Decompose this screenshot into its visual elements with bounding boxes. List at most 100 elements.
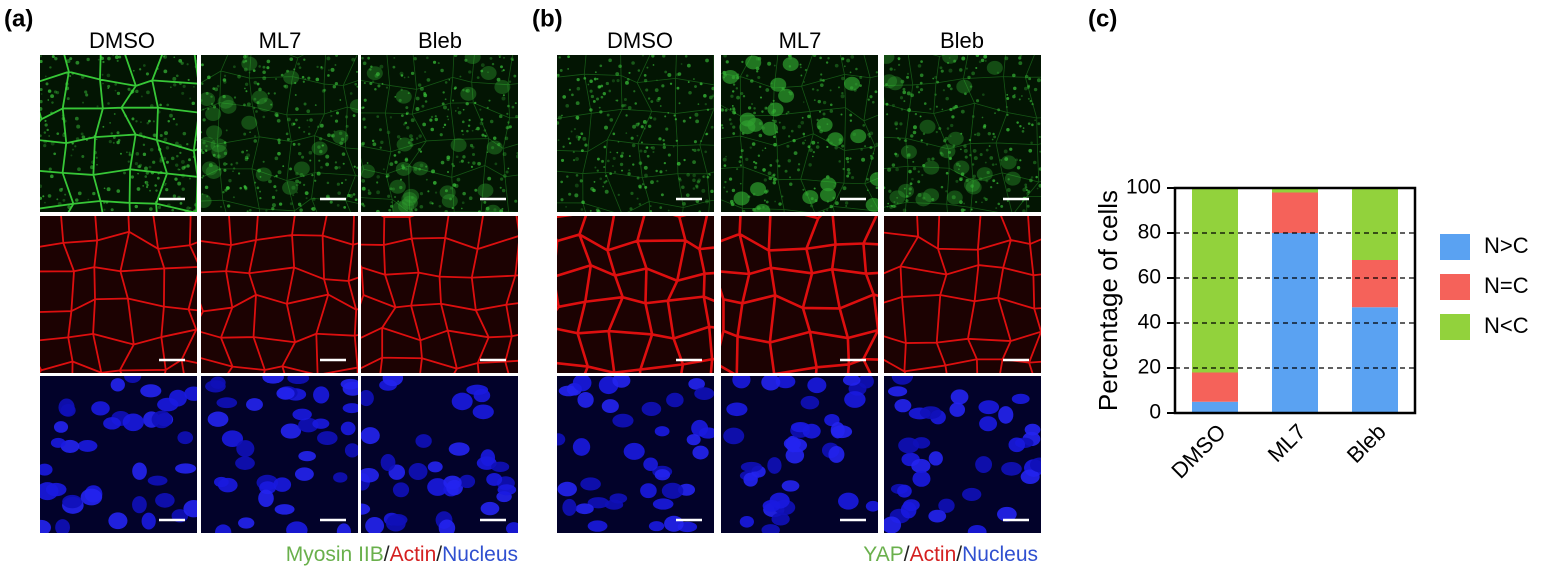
- nuclear-signal: [770, 77, 787, 92]
- nuclear-signal: [767, 102, 784, 117]
- speckle: [581, 200, 585, 205]
- speckle: [885, 83, 888, 86]
- speckle: [558, 115, 562, 120]
- speckle: [788, 55, 791, 57]
- speckle: [277, 141, 281, 145]
- speckle: [110, 132, 113, 135]
- nuclear-signal: [947, 131, 964, 146]
- speckle: [491, 146, 495, 150]
- nucleus: [831, 425, 853, 439]
- speckle: [407, 141, 411, 145]
- speckle: [339, 141, 344, 146]
- nuclear-signal: [293, 161, 310, 176]
- speckle: [763, 199, 766, 202]
- nucleus: [336, 523, 351, 533]
- nucleus: [286, 521, 308, 533]
- speckle: [628, 71, 631, 74]
- speckle: [710, 189, 714, 194]
- speckle: [157, 205, 162, 209]
- speckle: [40, 59, 43, 64]
- speckle: [95, 138, 98, 141]
- speckle: [985, 179, 989, 183]
- speckle: [361, 186, 366, 191]
- speckle: [731, 105, 734, 107]
- speckle: [424, 70, 427, 74]
- speckle: [773, 119, 777, 124]
- speckle: [306, 109, 311, 114]
- speckle: [461, 129, 464, 133]
- nucleus: [132, 496, 147, 514]
- speckle: [489, 119, 494, 124]
- speckle: [908, 192, 912, 195]
- speckle: [875, 186, 878, 190]
- speckle: [728, 177, 733, 181]
- speckle: [838, 160, 841, 163]
- speckle: [728, 118, 732, 121]
- speckle: [149, 189, 151, 192]
- speckle: [366, 162, 369, 164]
- nuclear-signal: [965, 180, 982, 195]
- speckle: [995, 163, 998, 166]
- nucleus: [1008, 437, 1026, 453]
- speckle: [1038, 135, 1041, 139]
- speckle: [446, 155, 451, 160]
- speckle: [462, 191, 466, 196]
- nucleus: [654, 469, 671, 481]
- micrograph: [40, 55, 197, 212]
- speckle: [321, 144, 324, 147]
- speckle: [939, 151, 943, 155]
- speckle: [915, 85, 919, 89]
- speckle: [212, 87, 216, 90]
- speckle: [419, 204, 424, 209]
- micrograph: [721, 55, 878, 212]
- speckle: [638, 202, 642, 206]
- speckle: [43, 131, 47, 134]
- speckle: [460, 159, 464, 163]
- speckle: [700, 140, 703, 143]
- speckle: [400, 114, 404, 117]
- nucleus: [382, 376, 404, 387]
- speckle: [813, 187, 816, 190]
- speckle: [302, 80, 305, 83]
- speckle: [330, 114, 333, 117]
- speckle: [656, 180, 659, 183]
- speckle: [639, 149, 643, 153]
- speckle: [843, 65, 846, 68]
- speckle: [922, 132, 926, 136]
- nuclear-signal: [884, 55, 895, 64]
- speckle: [995, 207, 998, 209]
- speckle: [804, 139, 807, 142]
- cell-mesh: [884, 55, 1041, 212]
- speckle: [477, 210, 481, 212]
- nucleus: [800, 395, 820, 410]
- speckle: [702, 175, 706, 179]
- speckle: [227, 204, 231, 208]
- speckle: [511, 105, 515, 109]
- speckle: [580, 208, 584, 211]
- speckle: [841, 76, 845, 81]
- speckle: [262, 115, 266, 119]
- speckle: [598, 106, 601, 109]
- speckle: [142, 64, 146, 67]
- speckle: [963, 208, 966, 212]
- speckle: [634, 102, 637, 105]
- speckle: [1026, 204, 1030, 208]
- speckle: [978, 60, 982, 64]
- speckle: [409, 134, 413, 139]
- nucleus: [587, 520, 608, 532]
- speckle: [959, 177, 963, 182]
- speckle: [163, 69, 168, 74]
- nucleus: [1024, 423, 1041, 436]
- speckle: [897, 137, 900, 139]
- nucleus: [273, 477, 292, 492]
- speckle: [353, 165, 356, 168]
- speckle: [613, 170, 617, 174]
- speckle: [963, 144, 967, 148]
- speckle: [602, 91, 606, 96]
- speckle: [349, 92, 353, 95]
- speckle: [652, 151, 655, 154]
- speckle: [751, 103, 753, 105]
- speckle: [906, 91, 911, 96]
- speckle: [1018, 61, 1023, 66]
- speckle: [40, 93, 43, 95]
